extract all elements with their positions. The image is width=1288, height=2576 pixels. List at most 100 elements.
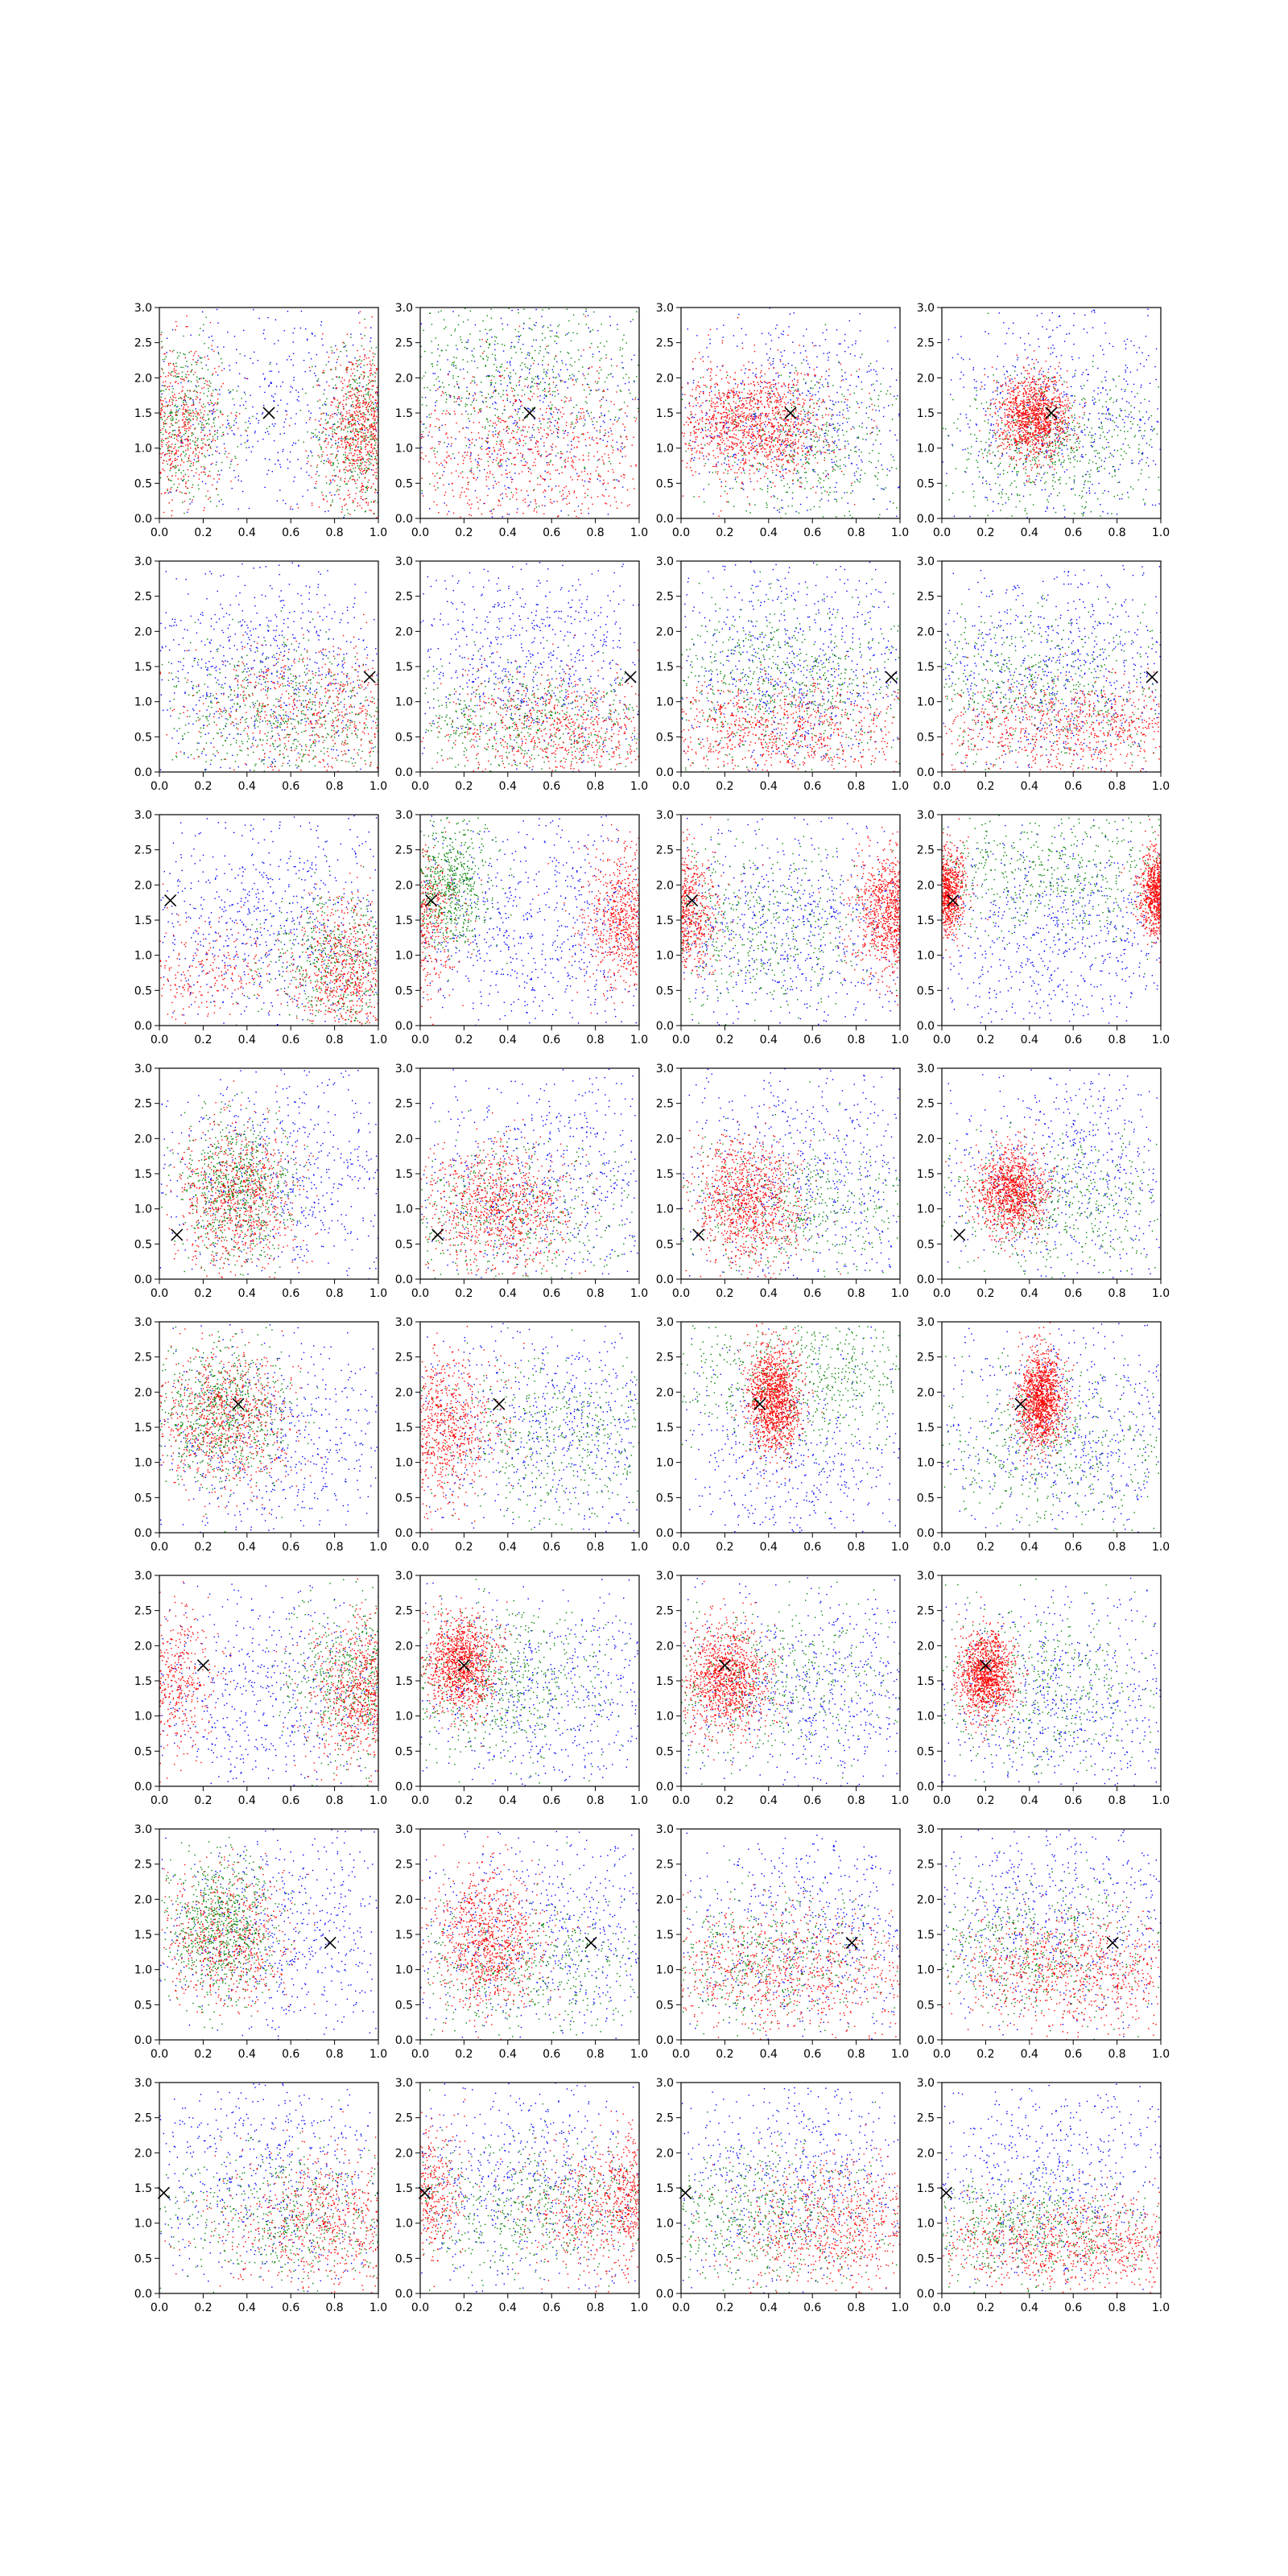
- data-point-green: [893, 502, 894, 503]
- data-point-red: [339, 403, 340, 404]
- data-point-red: [470, 456, 471, 457]
- data-point-red: [621, 502, 622, 503]
- data-point-green: [181, 459, 182, 460]
- data-point-blue: [802, 393, 803, 394]
- data-point-red: [167, 386, 168, 387]
- data-point-blue: [830, 400, 831, 401]
- data-point-green: [482, 320, 483, 321]
- data-point-red: [450, 395, 451, 396]
- data-point-red: [526, 490, 527, 491]
- data-point-green: [626, 342, 627, 343]
- data-point-blue: [771, 458, 772, 459]
- data-point-green: [178, 376, 179, 377]
- data-point-blue: [491, 384, 492, 385]
- data-point-blue: [240, 405, 241, 406]
- data-point-green: [194, 390, 195, 391]
- data-point-blue: [332, 479, 333, 480]
- data-point-red: [169, 436, 170, 437]
- data-point-red: [510, 415, 511, 416]
- data-point-red: [479, 437, 480, 438]
- data-point-green: [706, 386, 707, 387]
- data-point-red: [169, 432, 170, 433]
- data-point-green: [370, 381, 371, 382]
- data-point-green: [463, 321, 464, 322]
- data-point-green: [368, 383, 369, 384]
- data-point-blue: [458, 386, 459, 387]
- data-point-blue: [217, 436, 218, 437]
- data-point-blue: [539, 395, 540, 396]
- data-point-green: [345, 462, 346, 463]
- data-point-blue: [254, 432, 255, 433]
- data-point-blue: [631, 359, 632, 360]
- data-point-blue: [354, 357, 355, 358]
- data-point-red: [458, 396, 459, 397]
- data-point-green: [732, 413, 733, 414]
- data-point-red: [366, 470, 367, 471]
- data-point-green: [550, 330, 551, 331]
- data-point-blue: [812, 342, 813, 343]
- data-point-green: [505, 410, 506, 411]
- data-point-red: [170, 350, 171, 351]
- data-point-green: [560, 381, 561, 382]
- data-point-red: [322, 372, 323, 373]
- data-point-red: [534, 508, 535, 509]
- data-point-blue: [556, 343, 557, 344]
- data-point-green: [445, 349, 446, 350]
- data-point-red: [171, 463, 172, 464]
- data-point-red: [342, 377, 343, 378]
- data-point-blue: [767, 485, 768, 486]
- data-point-blue: [729, 488, 730, 489]
- data-point-red: [549, 388, 550, 389]
- data-point-blue: [298, 459, 299, 460]
- data-point-red: [445, 492, 446, 493]
- data-point-green: [452, 453, 453, 454]
- data-point-red: [498, 450, 499, 451]
- data-point-green: [579, 359, 580, 360]
- data-point-red: [353, 379, 354, 380]
- data-point-blue: [849, 320, 850, 321]
- data-point-blue: [377, 409, 378, 410]
- data-point-green: [558, 452, 559, 453]
- data-point-green: [544, 337, 545, 338]
- data-point-blue: [310, 370, 311, 371]
- data-point-red: [498, 465, 499, 466]
- data-point-blue: [247, 378, 248, 379]
- data-point-green: [184, 393, 185, 394]
- data-point-red: [352, 404, 353, 405]
- data-point-blue: [787, 392, 788, 393]
- data-point-red: [359, 424, 360, 425]
- data-point-red: [446, 432, 447, 433]
- data-point-red: [525, 464, 526, 465]
- data-point-red: [548, 472, 549, 473]
- data-point-green: [195, 361, 196, 362]
- data-point-green: [350, 417, 351, 418]
- data-point-red: [550, 473, 551, 474]
- data-point-blue: [836, 354, 837, 355]
- data-point-green: [521, 430, 522, 431]
- data-point-green: [791, 407, 792, 408]
- data-point-blue: [452, 311, 453, 312]
- data-point-blue: [189, 503, 190, 504]
- data-point-blue: [894, 435, 895, 436]
- data-point-blue: [329, 492, 330, 493]
- data-point-red: [793, 412, 794, 413]
- data-point-red: [500, 494, 501, 495]
- data-point-green: [433, 451, 434, 452]
- data-point-green: [688, 443, 689, 444]
- data-point-red: [431, 436, 432, 437]
- data-point-green: [783, 452, 784, 453]
- data-point-red: [503, 452, 504, 453]
- data-point-red: [355, 428, 356, 429]
- data-point-red: [775, 408, 776, 409]
- data-point-green: [502, 413, 503, 414]
- data-point-green: [811, 445, 812, 446]
- data-point-blue: [836, 431, 837, 432]
- data-point-green: [349, 448, 350, 449]
- data-point-blue: [754, 419, 755, 420]
- data-point-blue: [896, 516, 897, 517]
- data-point-blue: [854, 475, 855, 476]
- data-point-blue: [259, 386, 260, 387]
- data-point-red: [183, 404, 184, 405]
- data-point-red: [353, 389, 354, 390]
- data-point-blue: [246, 441, 247, 442]
